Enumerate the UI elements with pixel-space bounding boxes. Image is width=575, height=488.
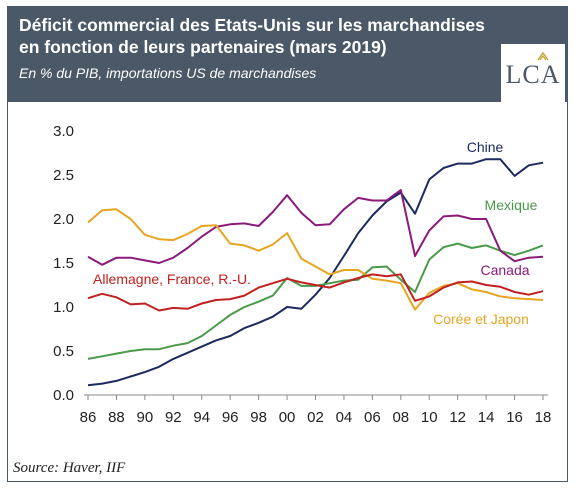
x-tick-label: 14 xyxy=(478,409,495,426)
x-tick-label: 86 xyxy=(80,409,97,426)
logo-mark-icon xyxy=(537,51,549,61)
x-tick-label: 06 xyxy=(364,409,381,426)
series-label: Chine xyxy=(467,139,504,155)
lca-logo: LCA xyxy=(501,44,565,104)
series-line-chine xyxy=(87,158,544,387)
series-label: Canada xyxy=(480,262,529,278)
x-tick-label: 00 xyxy=(279,409,296,426)
x-tick-label: 94 xyxy=(193,409,210,426)
y-tick-label: 1.0 xyxy=(53,299,74,316)
x-tick-label: 92 xyxy=(165,409,182,426)
series-line-cor-e-et-japon xyxy=(87,208,544,311)
series-line-allemagne-france-r-u xyxy=(87,273,544,312)
x-tick-label: 04 xyxy=(336,409,353,426)
x-tick-label: 96 xyxy=(222,409,239,426)
y-tick-label: 0.5 xyxy=(53,343,74,360)
x-tick-label: 12 xyxy=(449,409,466,426)
x-tick-label: 10 xyxy=(421,409,438,426)
x-tick-label: 90 xyxy=(137,409,154,426)
x-tick-label: 08 xyxy=(392,409,409,426)
y-tick-label: 2.0 xyxy=(53,211,74,228)
series-labels: Chine Mexique Canada Corée et Japon Allemagn… xyxy=(93,139,538,327)
logo-text: LCA xyxy=(505,60,561,89)
y-tick-label: 3.0 xyxy=(53,123,74,140)
y-tick-label: 0.0 xyxy=(53,387,74,404)
x-tick-label: 88 xyxy=(108,409,125,426)
series-label: Allemagne, France, R.-U. xyxy=(93,271,251,287)
series-label: Corée et Japon xyxy=(433,311,529,327)
x-tick-label: 98 xyxy=(250,409,267,426)
series-label: Mexique xyxy=(485,197,538,213)
series-group xyxy=(87,158,544,387)
source-note: Source: Haver, IIF xyxy=(13,460,126,476)
y-axis: 0.0 0.5 1.0 1.5 2.0 2.5 3.0 xyxy=(53,123,74,404)
chart-subtitle: En % du PIB, importations US de marchand… xyxy=(19,65,317,81)
x-tick-label: 18 xyxy=(535,409,552,426)
series-line-canada xyxy=(87,189,544,266)
y-tick-label: 1.5 xyxy=(53,255,74,272)
chart-title: Déficit commercial des Etats-Unis sur le… xyxy=(19,15,485,57)
x-tick-label: 16 xyxy=(506,409,523,426)
chart-header: Déficit commercial des Etats-Unis sur le… xyxy=(7,6,568,104)
chart-frame xyxy=(7,102,568,482)
x-tick-label: 02 xyxy=(307,409,324,426)
y-tick-label: 2.5 xyxy=(53,167,74,184)
x-axis: 86 88 90 92 94 96 98 00 02 04 06 08 10 12 14 16 18 xyxy=(80,395,552,426)
series-line-mexique xyxy=(87,242,544,360)
